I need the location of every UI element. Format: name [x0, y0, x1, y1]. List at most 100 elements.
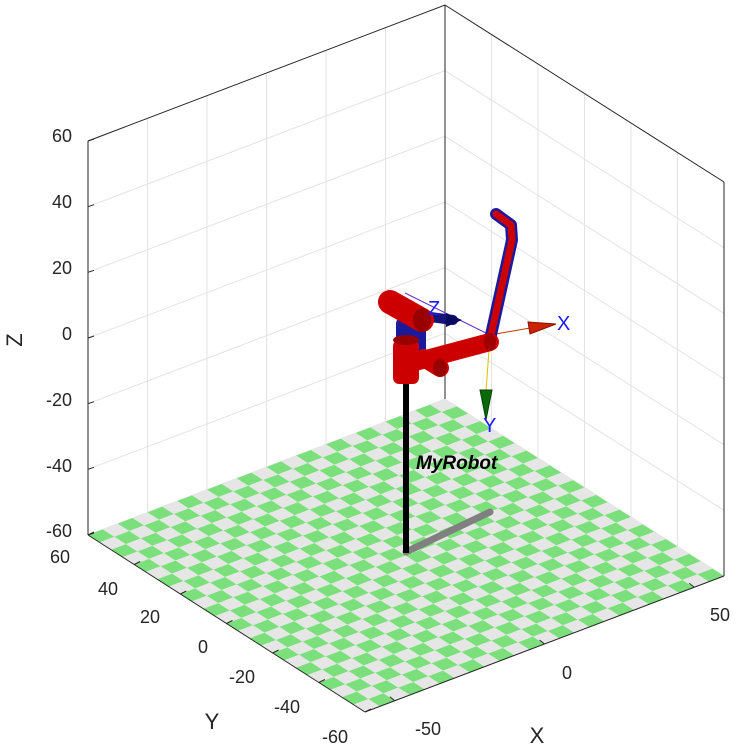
floor-tile	[415, 510, 442, 524]
floor-tile	[316, 477, 343, 491]
floor-tile	[509, 510, 537, 524]
floor-tile	[584, 587, 612, 601]
floor-tile	[325, 650, 353, 664]
floor-tile	[193, 536, 221, 550]
floor-tile	[609, 543, 636, 557]
floor-tile	[236, 472, 264, 486]
floor-tile	[411, 417, 439, 431]
floor-tile	[330, 578, 358, 592]
floor-tile	[334, 565, 361, 579]
floor-tile	[345, 678, 372, 692]
floor-tile	[360, 460, 388, 474]
floor-tile	[508, 463, 535, 477]
floor-tile	[311, 550, 338, 564]
floor-tile	[398, 575, 426, 589]
floor-tile	[601, 522, 628, 536]
floor-tile	[117, 518, 145, 532]
floor-tile	[352, 440, 379, 454]
floor-tile	[427, 518, 454, 532]
floor-tile	[396, 635, 424, 649]
floor-tile	[340, 433, 368, 447]
floor-tile	[329, 531, 356, 545]
floor-tile	[524, 610, 552, 624]
floor-tile	[576, 567, 603, 581]
floor-tile	[269, 554, 297, 568]
floor-tile	[264, 626, 291, 640]
floor-tile	[635, 544, 663, 558]
robot-name-label: MyRobot	[416, 453, 498, 474]
grid-line	[87, 135, 725, 314]
floor-tile	[435, 538, 462, 552]
floor-tile	[363, 659, 391, 673]
floor-tile	[266, 461, 293, 475]
floor-tile	[352, 546, 380, 560]
floor-tile	[458, 447, 485, 461]
floor-tile	[309, 503, 336, 517]
floor-tile	[611, 589, 638, 603]
floor-tile	[345, 572, 373, 586]
floor-tile	[365, 600, 393, 614]
floor-tile	[252, 619, 280, 633]
floor-tile	[259, 593, 287, 607]
floor-tile	[160, 560, 188, 574]
floor-tile	[296, 450, 323, 464]
floor-tile	[468, 620, 495, 634]
floor-tile	[478, 581, 505, 595]
floor-tile	[534, 571, 562, 585]
floor-tile	[407, 596, 434, 610]
floor-tile	[205, 543, 232, 557]
floor-tile	[493, 469, 520, 483]
floor-tile	[428, 564, 456, 578]
floor-tile	[287, 535, 315, 549]
floor-tile	[441, 618, 469, 632]
floor-tile	[493, 575, 520, 589]
floor-tile	[306, 516, 333, 530]
floor-tile	[449, 638, 477, 652]
floor-tile	[290, 628, 318, 642]
floor-tile	[355, 427, 383, 441]
floor-tile	[450, 532, 477, 546]
floor-tile	[267, 613, 295, 627]
floor-tile	[557, 480, 585, 494]
floor-tile	[539, 498, 567, 512]
floor-tile	[352, 652, 379, 666]
floor-tile	[343, 632, 371, 646]
floor-tile	[195, 582, 222, 596]
floor-tile	[254, 560, 282, 574]
floor-tile	[443, 558, 471, 572]
floor-tile	[317, 524, 345, 538]
floor-tile	[286, 595, 313, 609]
floor-tile	[312, 490, 340, 504]
floor-tile	[647, 552, 675, 566]
y-tick-mark	[133, 561, 141, 565]
floor-tile	[413, 570, 441, 584]
floor-tile	[543, 591, 570, 605]
floor-tile	[431, 657, 459, 671]
floor-tile	[461, 646, 489, 660]
floor-tile	[566, 606, 593, 620]
floor-tile	[221, 584, 249, 598]
floor-tile	[498, 608, 525, 622]
floor-tile	[221, 478, 249, 492]
z-axis-label: Z	[2, 333, 27, 346]
robot-joint-side-cap	[433, 359, 447, 377]
floor-tile	[373, 620, 401, 634]
floor-tile	[516, 484, 544, 498]
floor-tile	[407, 490, 434, 504]
floor-tile	[534, 465, 562, 479]
floor-tile	[207, 484, 234, 498]
floor-tile	[198, 569, 226, 583]
robot-joint-top-cap	[413, 308, 431, 332]
floor-tile	[274, 587, 302, 601]
floor-tile	[294, 509, 322, 523]
floor-tile	[339, 598, 366, 612]
floor-tile	[378, 654, 406, 668]
floor-tile	[455, 460, 482, 474]
y-tick-mark	[318, 679, 326, 683]
floor-tile	[423, 425, 451, 439]
floor-tile	[484, 448, 512, 462]
floor-tile	[147, 506, 174, 520]
floor-tile	[446, 651, 474, 665]
y-tick-label: 40	[98, 579, 118, 599]
floor-tile	[241, 506, 269, 520]
